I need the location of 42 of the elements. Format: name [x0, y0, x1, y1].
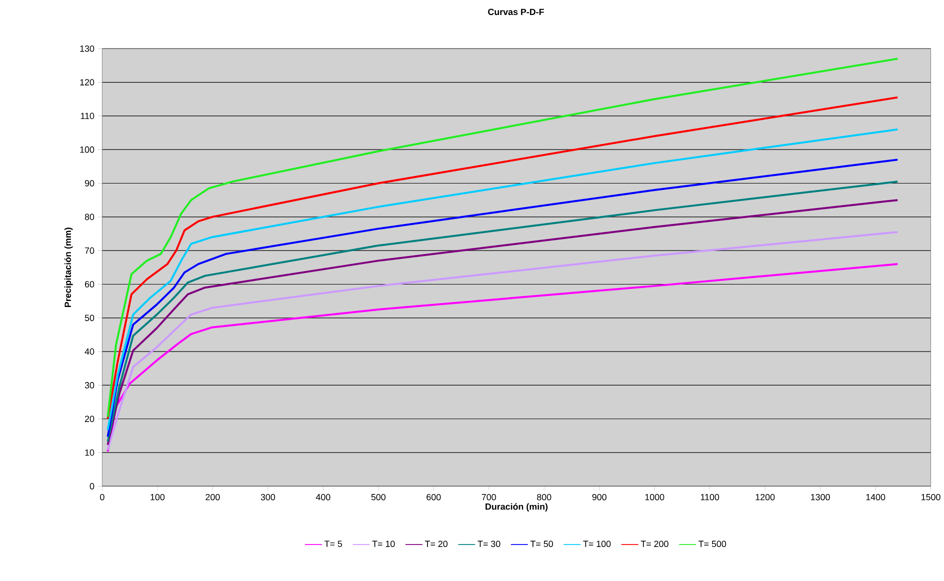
y-tick-label: 80 — [84, 214, 94, 220]
y-tick-label: 100 — [80, 146, 94, 153]
x-tick-label: 1000 — [645, 494, 664, 500]
y-tick-label: 50 — [84, 314, 94, 321]
x-tick-label: 1400 — [866, 494, 886, 500]
y-tick-label: 0 — [90, 482, 94, 490]
y-tick-label: 90 — [84, 180, 94, 186]
legend-label: T= 200 — [640, 540, 668, 547]
x-axis-title: Duración (min) — [486, 502, 548, 512]
y-tick-label: 30 — [84, 382, 94, 388]
x-tick-label: 300 — [260, 494, 276, 500]
x-tick-label: 900 — [592, 494, 606, 500]
legend-label: T= 50 — [530, 540, 553, 547]
y-tick-label: 70 — [84, 247, 94, 254]
x-tick-label: 600 — [426, 494, 441, 500]
legend-label: T= 30 — [478, 540, 500, 547]
x-tick-label: 1200 — [756, 494, 775, 500]
x-tick-label: 1300 — [811, 494, 830, 500]
y-tick-label: 120 — [80, 78, 94, 86]
y-tick-label: 60 — [84, 280, 94, 288]
x-tick-label: 700 — [482, 494, 496, 500]
x-tick-label: 200 — [206, 494, 220, 500]
legend-label: T= 20 — [424, 540, 448, 547]
x-tick-label: 800 — [537, 494, 552, 500]
x-tick-label: 500 — [371, 494, 386, 500]
x-tick-label: 100 — [150, 494, 165, 500]
x-tick-label: 0 — [100, 494, 104, 500]
y-tick-label: 110 — [80, 112, 94, 119]
x-tick-label: 400 — [316, 494, 330, 500]
y-tick-label: 20 — [84, 415, 94, 422]
x-tick-label: 1100 — [700, 494, 720, 500]
line-series — [106, 262, 899, 452]
y-tick-label: 40 — [84, 348, 94, 354]
y-tick-label: 10 — [85, 449, 94, 456]
legend-label: T= 10 — [372, 540, 395, 547]
legend-label: T= 5 — [324, 540, 342, 547]
legend-label: T= 100 — [583, 540, 611, 547]
legend-label: T= 500 — [698, 540, 726, 547]
y-tick-label: 130 — [80, 45, 94, 52]
chart-title: Curvas P-D-F — [488, 8, 544, 15]
x-tick-label: 1500 — [922, 494, 940, 500]
y-axis-title: Precipitación (mm) — [64, 227, 73, 307]
